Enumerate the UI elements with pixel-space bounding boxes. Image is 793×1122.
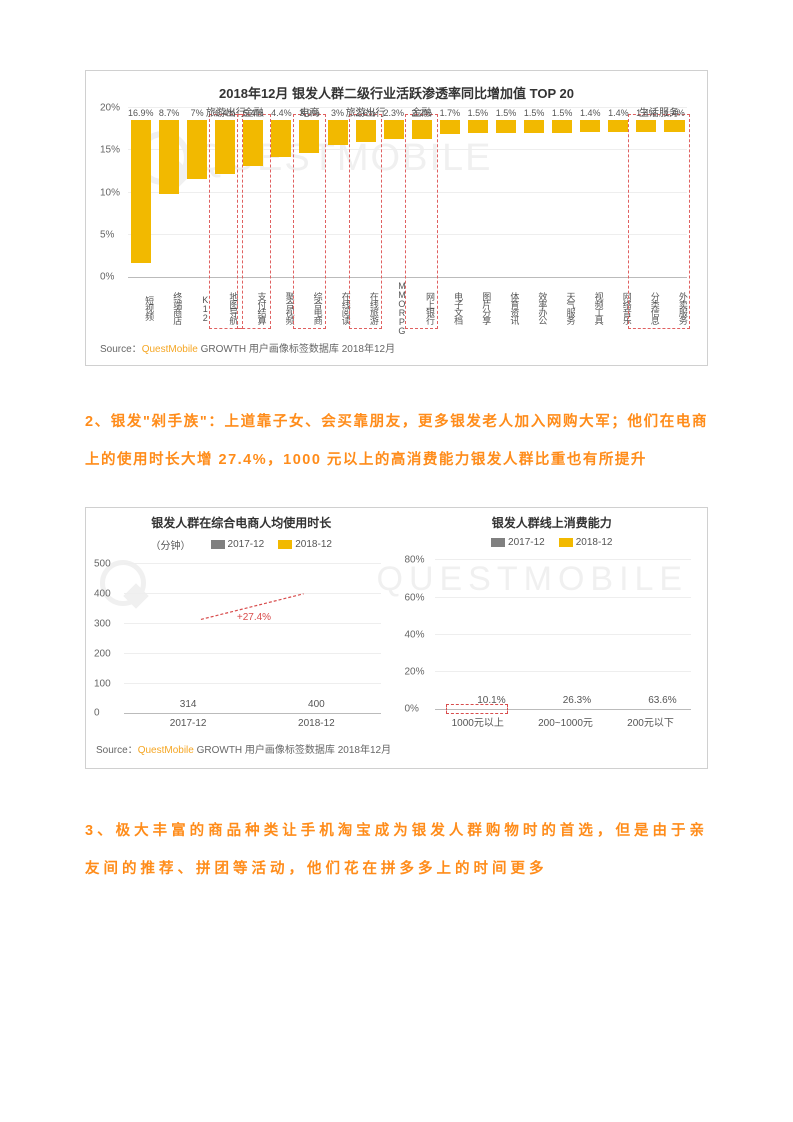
bar-col: 1.4%: [606, 108, 631, 277]
x-label: 2018-12: [298, 718, 335, 729]
bar-col: 1.5%: [465, 108, 490, 277]
bar: [299, 120, 319, 153]
x-label: 网络音乐: [606, 282, 631, 334]
chart2-right-plot: 0%20%40%60%80% 10.1%26.3%63.6%: [435, 560, 692, 710]
chart1-source: Source：QuestMobile GROWTH 用户画像标签数据库 2018…: [100, 340, 693, 355]
chart2-right-title: 银发人群线上消费能力: [405, 514, 700, 531]
bar-col: 3.9%: [297, 108, 322, 277]
bar: [468, 120, 488, 133]
bar: [271, 120, 291, 157]
x-label: 聚合视频: [268, 282, 293, 334]
bar-col: 2.6%: [353, 108, 378, 277]
growth-label: +27.4%: [237, 612, 271, 623]
bar: [440, 120, 460, 134]
chart1-plot-area: 0%5%10%15%20% 旅游出行金融电商旅游出行金融生活服务 16.9%8.…: [128, 108, 687, 278]
y-tick: 10%: [100, 187, 120, 198]
y-tick: 15%: [100, 145, 120, 156]
bar: [356, 120, 376, 142]
x-label: 图片分享: [465, 282, 490, 334]
x-label: 效率办公: [521, 282, 546, 334]
bar-col: 1.7%: [437, 108, 462, 277]
x-label: 视频工具: [578, 282, 603, 334]
chart2-left: 银发人群在综合电商人均使用时长 （分钟） 2017-12 2018-12 010…: [86, 508, 397, 733]
bar-col: 7%: [185, 108, 210, 277]
x-label: 天气服务: [549, 282, 574, 334]
bar-col: 3%: [325, 108, 350, 277]
y-tick: 0%: [100, 272, 114, 283]
bar: [608, 120, 628, 132]
x-label: 2017-12: [170, 718, 207, 729]
bar: [384, 120, 404, 139]
x-label: 200元以下: [627, 714, 674, 729]
x-label: MMORPG: [381, 282, 406, 334]
bar-col: 1.5%: [493, 108, 518, 277]
bar: [215, 120, 235, 174]
x-label: 综合电商: [297, 282, 322, 334]
section3-text: 3、极大丰富的商品种类让手机淘宝成为银发人群购物时的首选，但是由于亲友间的推荐、…: [85, 813, 708, 888]
chart2-panel: 银发人群在综合电商人均使用时长 （分钟） 2017-12 2018-12 010…: [85, 507, 708, 769]
x-label: 1000元以上: [452, 714, 504, 729]
bar: [636, 120, 656, 132]
bar: [496, 120, 516, 133]
x-label: 200~1000元: [538, 714, 593, 729]
bar-col: 1.5%: [550, 108, 575, 277]
x-label: 地图导航: [212, 282, 237, 334]
x-label: 在线阅读: [325, 282, 350, 334]
bar: [524, 120, 544, 133]
bar-col: 1.4%: [662, 108, 687, 277]
bar: [552, 120, 572, 133]
bar: [159, 120, 179, 194]
x-label: 短视频: [128, 282, 153, 334]
x-label: K12: [184, 282, 209, 334]
x-label: 外卖服务: [662, 282, 687, 334]
bar: [412, 120, 432, 139]
chart2-right-legend: 2017-12 2018-12: [405, 537, 700, 548]
section2-text: 2、银发"剁手族"：上道靠子女、会买靠朋友，更多银发老人加入网购大军；他们在电商…: [85, 404, 708, 479]
bar-col: 4.4%: [269, 108, 294, 277]
x-label: 终端商店: [156, 282, 181, 334]
bar: [131, 120, 151, 263]
chart2-right: QUESTMOBILE 银发人群线上消费能力 2017-12 2018-12 0…: [397, 508, 708, 733]
x-label: 支付结算: [240, 282, 265, 334]
bar-col: 5.4%: [241, 108, 266, 277]
x-label: 体育资讯: [493, 282, 518, 334]
bar-col: 2.2%: [409, 108, 434, 277]
chart2-left-title: 银发人群在综合电商人均使用时长: [94, 514, 389, 531]
y-tick: 20%: [100, 103, 120, 114]
bar-col: 6.4%: [213, 108, 238, 277]
bar-col: 8.7%: [157, 108, 182, 277]
chart2-source: Source：QuestMobile GROWTH 用户画像标签数据库 2018…: [86, 739, 707, 762]
bar-col: 1.4%: [578, 108, 603, 277]
bar-col: 1.5%: [522, 108, 547, 277]
x-label: 电子文档: [437, 282, 462, 334]
bar: [328, 120, 348, 145]
bar-col: 2.3%: [381, 108, 406, 277]
bar: [580, 120, 600, 132]
x-label: 在线旅游: [353, 282, 378, 334]
chart1-panel: QUESTMOBILE 2018年12月 银发人群二级行业活跃渗透率同比增加值 …: [85, 70, 708, 366]
x-label: 网上银行: [409, 282, 434, 334]
x-label: 分类信息: [634, 282, 659, 334]
bar: [664, 120, 684, 132]
bar: [243, 120, 263, 166]
bar-col: 16.9%: [128, 108, 154, 277]
bar-col: 1.4%: [634, 108, 659, 277]
bar: [187, 120, 207, 179]
y-tick: 5%: [100, 229, 114, 240]
chart2-left-plot: 0100200300400500 314400 +27.4%: [124, 564, 381, 714]
chart1-title: 2018年12月 银发人群二级行业活跃渗透率同比增加值 TOP 20: [100, 83, 693, 102]
chart2-left-legend: （分钟） 2017-12 2018-12: [94, 537, 389, 552]
